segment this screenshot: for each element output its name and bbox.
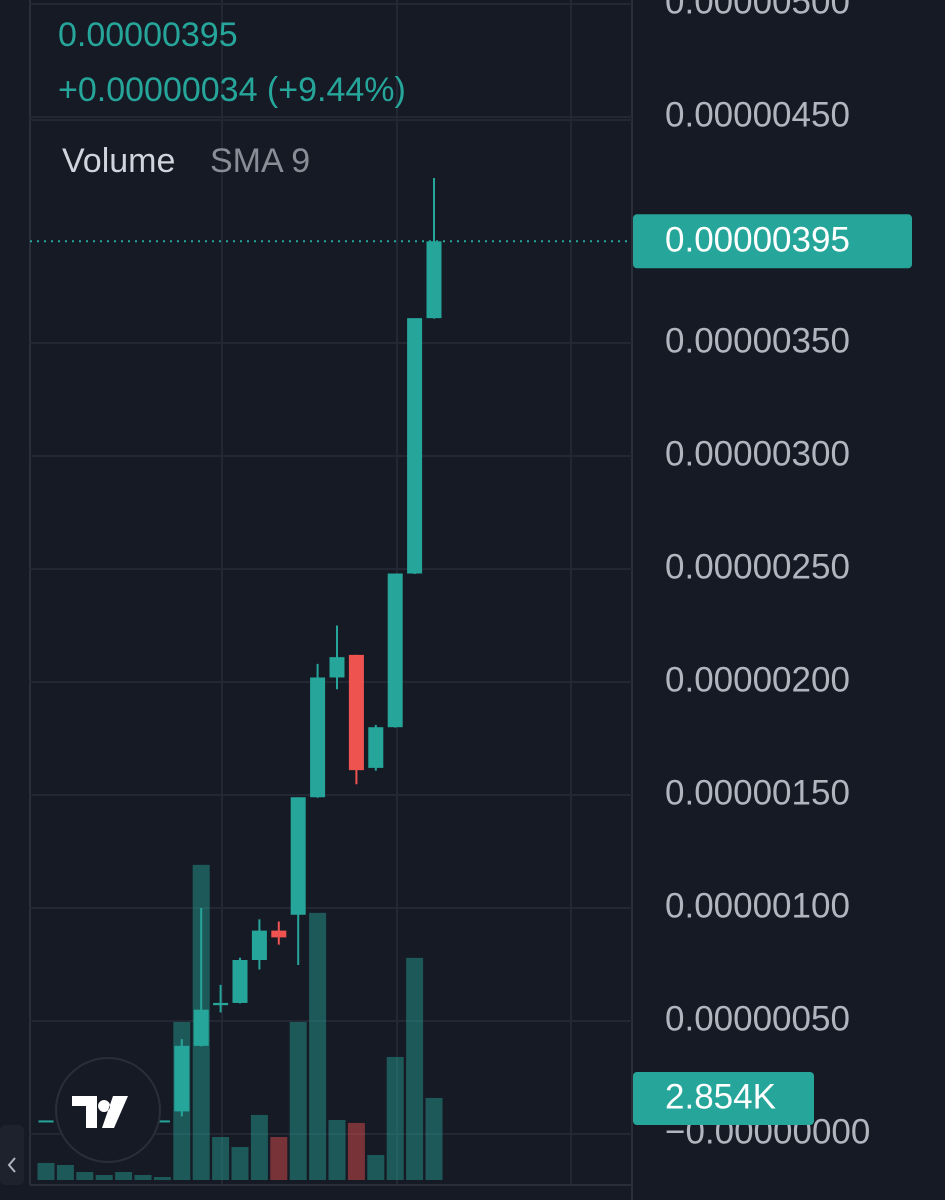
y-tick-label: 0.00000200 [665, 660, 850, 699]
tradingview-logo [55, 1057, 161, 1163]
candle-body [174, 1045, 190, 1112]
y-tick-label: 0.00000100 [665, 886, 850, 925]
indicator-name: Volume [62, 142, 175, 180]
logo-mark [72, 1096, 128, 1128]
volume-bar [134, 1174, 152, 1180]
volume-bar [250, 1114, 268, 1180]
volume-bar [37, 1162, 55, 1180]
candle-body [407, 318, 423, 574]
candle-body [387, 573, 403, 728]
volume-bar [347, 1122, 365, 1180]
candle-body [232, 959, 248, 1003]
volume-bar [425, 1097, 443, 1180]
candle-body [251, 930, 267, 960]
volume-bar [386, 1056, 404, 1180]
collapse-button[interactable] [0, 1125, 24, 1185]
volume-bar [231, 1146, 249, 1180]
last-price-label: 0.00000395 [665, 221, 850, 260]
candle-body [310, 677, 326, 798]
y-tick-label: 0.00000150 [665, 773, 850, 812]
volume-bar [367, 1154, 385, 1180]
y-tick-label: 0.00000250 [665, 547, 850, 586]
volume-bar [289, 1021, 307, 1180]
candle-body [348, 654, 364, 771]
volume-bar [270, 1136, 288, 1180]
marks [30, 3, 632, 1180]
candle-body [38, 1120, 54, 1123]
candle-body [271, 930, 287, 938]
volume-label: 2.854K [665, 1077, 776, 1116]
volume-bar [76, 1172, 94, 1180]
volume-bar [95, 1174, 113, 1180]
volume-bar [115, 1172, 133, 1180]
candle-body [154, 1120, 170, 1123]
volume-bar [328, 1119, 346, 1180]
volume-bar [212, 1136, 230, 1180]
volume-bar [56, 1164, 74, 1180]
header-price: 0.00000395 [58, 16, 238, 54]
last-price-tag [633, 214, 912, 269]
y-tick-label: 0.00000350 [665, 321, 850, 360]
header-change: +0.00000034 (+9.44%) [58, 71, 406, 109]
collapse-icon[interactable] [7, 1157, 16, 1173]
candle-body [193, 1009, 209, 1046]
volume-tag [633, 1072, 814, 1125]
volume-bar [309, 912, 327, 1180]
candle-body [329, 657, 345, 678]
volume-bar [406, 957, 424, 1180]
volume-bar [153, 1177, 171, 1180]
collapse-bg[interactable] [0, 1125, 24, 1185]
y-tick-label: 0.00000500 [665, 0, 850, 21]
indicator-setting: SMA 9 [210, 142, 310, 180]
y-tick-label: 0.00000300 [665, 434, 850, 473]
candle-body [426, 241, 442, 319]
candle-body [368, 727, 384, 768]
candle-body [290, 797, 306, 915]
y-tick-label: 0.00000050 [665, 999, 850, 1038]
y-tick-label: 0.00000450 [665, 95, 850, 134]
candle-body [213, 1002, 229, 1006]
